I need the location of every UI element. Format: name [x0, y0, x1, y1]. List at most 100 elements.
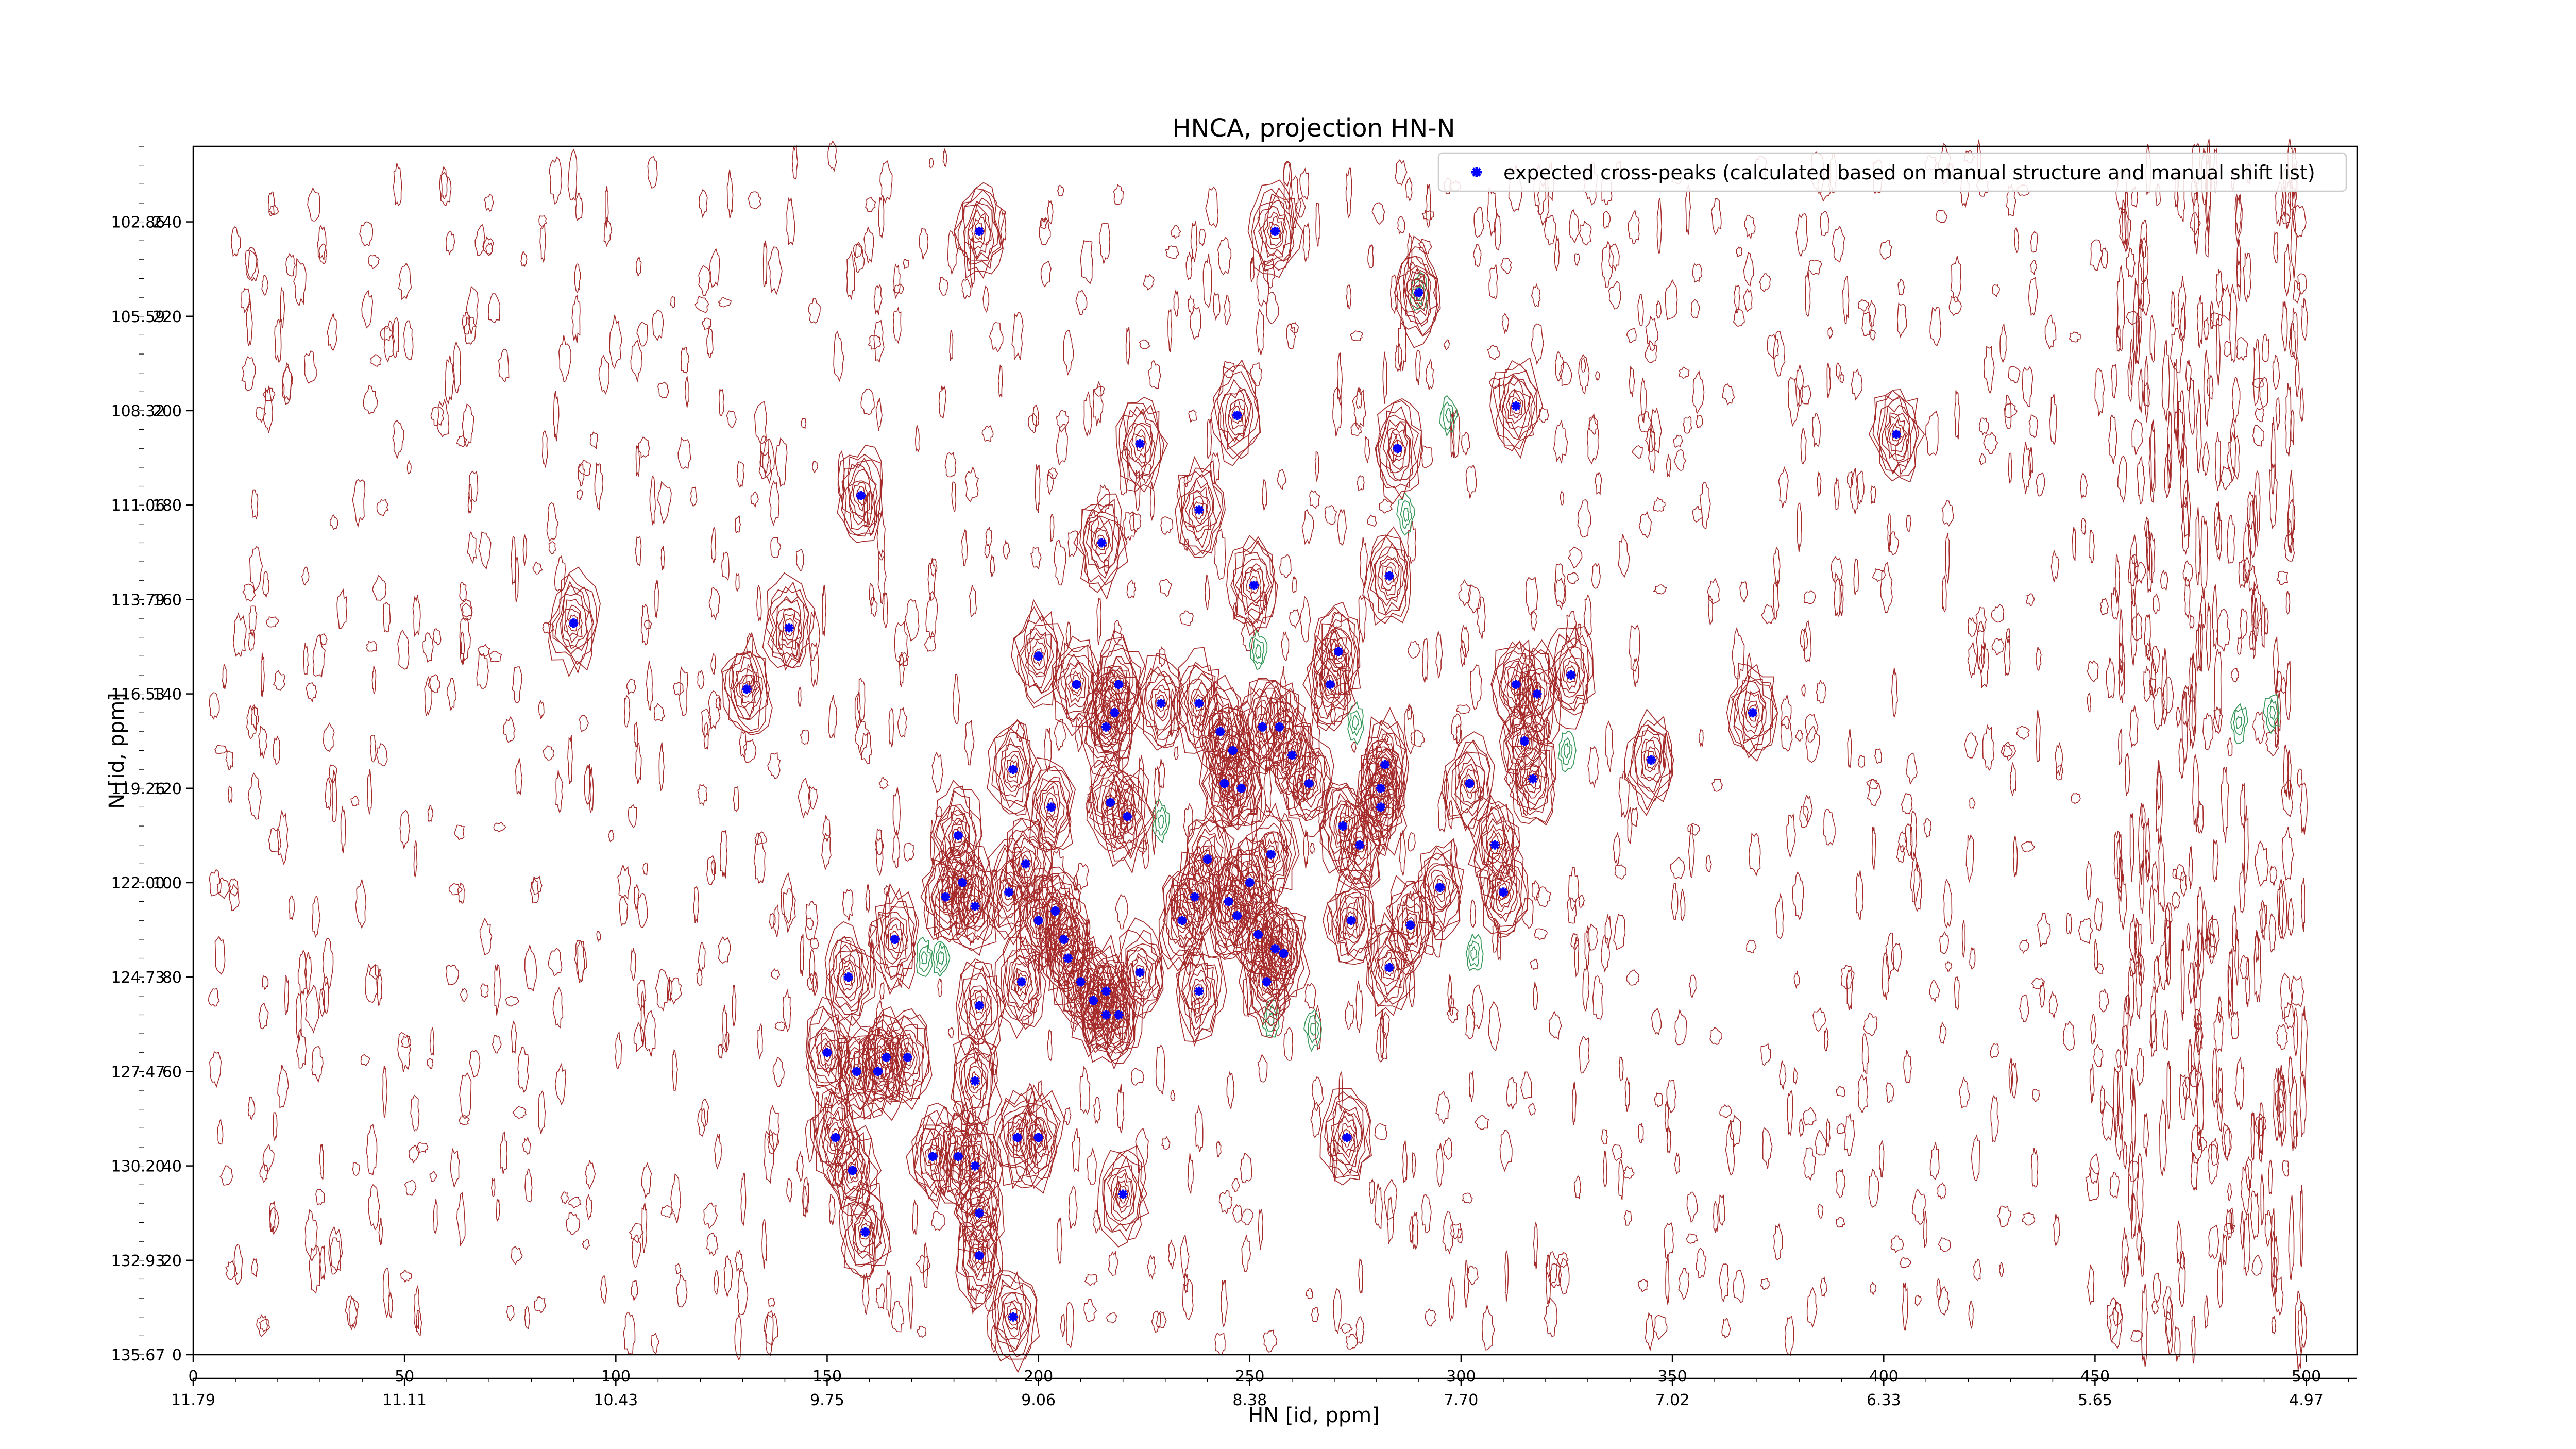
noise-contour [912, 1199, 918, 1235]
peak-contour [1257, 193, 1295, 266]
noise-contour [991, 1323, 997, 1353]
noise-contour [1628, 209, 1640, 245]
noise-contour [456, 1191, 466, 1246]
noise-contour [2128, 1160, 2139, 1183]
noise-contour [892, 306, 902, 344]
noise-contour [541, 430, 548, 468]
peak-contour [1276, 720, 1308, 794]
peak-contour [1742, 690, 1764, 734]
noise-contour [268, 204, 279, 215]
noise-contour [2261, 334, 2269, 362]
cross-peak-marker [1063, 953, 1073, 963]
negative-contour [1563, 742, 1570, 759]
noise-contour [2028, 277, 2038, 316]
noise-contour [2293, 1110, 2298, 1149]
noise-contour [1469, 899, 1477, 928]
noise-contour [1885, 932, 1894, 979]
noise-contour [1356, 475, 1365, 491]
noise-contour [2227, 948, 2233, 1019]
noise-contour [760, 435, 770, 476]
peak-contour [818, 1099, 854, 1173]
peak-contour [1064, 949, 1094, 1014]
peak-contour [1013, 838, 1040, 888]
noise-contour [1569, 209, 1580, 244]
peak-contour [1394, 235, 1441, 348]
noise-contour [488, 650, 502, 663]
peak-contour [955, 1170, 1005, 1264]
noise-contour [670, 1173, 682, 1224]
cross-peak-marker [569, 618, 579, 628]
noise-contour [772, 1056, 785, 1087]
noise-contour [366, 1124, 378, 1176]
noise-contour [462, 311, 471, 335]
noise-contour [1880, 562, 1893, 613]
noise-contour [1080, 240, 1093, 284]
noise-contour [1891, 667, 1899, 719]
noise-contour [319, 1245, 326, 1281]
cross-peak-marker [1342, 1133, 1352, 1142]
noise-contour [809, 949, 816, 985]
noise-contour [1739, 581, 1748, 603]
peak-contour [1342, 805, 1381, 885]
noise-contour [2236, 336, 2248, 361]
noise-contour [675, 1263, 682, 1274]
noise-contour [733, 786, 739, 813]
noise-contour [735, 515, 741, 534]
noise-contour [247, 249, 259, 282]
noise-contour [861, 1273, 870, 1316]
noise-contour [532, 561, 543, 575]
noise-contour [1674, 1008, 1687, 1046]
noise-contour [876, 509, 886, 561]
noise-contour [1156, 1311, 1167, 1329]
noise-contour [268, 191, 275, 216]
peak-contour [1176, 953, 1223, 1042]
noise-contour [1711, 779, 1723, 792]
noise-contour [488, 293, 501, 323]
cross-peak-marker [848, 1166, 857, 1175]
noise-contour [1030, 547, 1042, 570]
noise-contour [1678, 1268, 1689, 1300]
noise-contour [2297, 1301, 2307, 1354]
noise-contour [216, 877, 230, 899]
noise-contour [459, 581, 467, 603]
noise-contour [505, 996, 520, 1007]
peak-contour [894, 1033, 920, 1083]
noise-contour [1895, 433, 1909, 476]
peak-contour [1328, 800, 1355, 853]
noise-contour [1584, 925, 1591, 969]
noise-contour [1827, 325, 1834, 340]
peak-contour [1097, 1000, 1115, 1030]
negative-contour [932, 940, 951, 978]
noise-contour [2106, 1297, 2119, 1343]
noise-contour [1381, 1011, 1390, 1040]
noise-contour [1240, 1152, 1252, 1184]
noise-contour [1984, 345, 1995, 394]
peak-contour [1451, 739, 1491, 829]
noise-contour [2259, 377, 2268, 408]
noise-contour [567, 149, 578, 202]
noise-contour [2206, 602, 2211, 671]
peak-contour [1180, 665, 1218, 739]
noise-contour [1458, 579, 1471, 607]
noise-contour [2295, 357, 2300, 398]
peak-contour [762, 572, 816, 668]
noise-contour [1188, 409, 1197, 423]
noise-contour [2101, 1100, 2114, 1141]
peak-contour [1417, 846, 1465, 938]
peak-contour [1096, 779, 1124, 827]
legend: expected cross-peaks (calculated based o… [1437, 152, 2347, 192]
noise-contour [2014, 227, 2020, 254]
noise-contour [734, 1313, 742, 1361]
noise-contour [2285, 660, 2292, 720]
peak-contour [1505, 389, 1526, 425]
noise-contour [2284, 382, 2292, 457]
noise-contour [2270, 1208, 2275, 1290]
noise-contour [577, 940, 585, 982]
noise-contour [2190, 1151, 2199, 1192]
peak-contour [1354, 836, 1365, 853]
noise-contour [768, 246, 783, 296]
peak-contour [1047, 913, 1091, 1002]
peak-contour [1082, 509, 1120, 579]
peak-contour [805, 997, 850, 1108]
noise-contour [1477, 596, 1486, 639]
